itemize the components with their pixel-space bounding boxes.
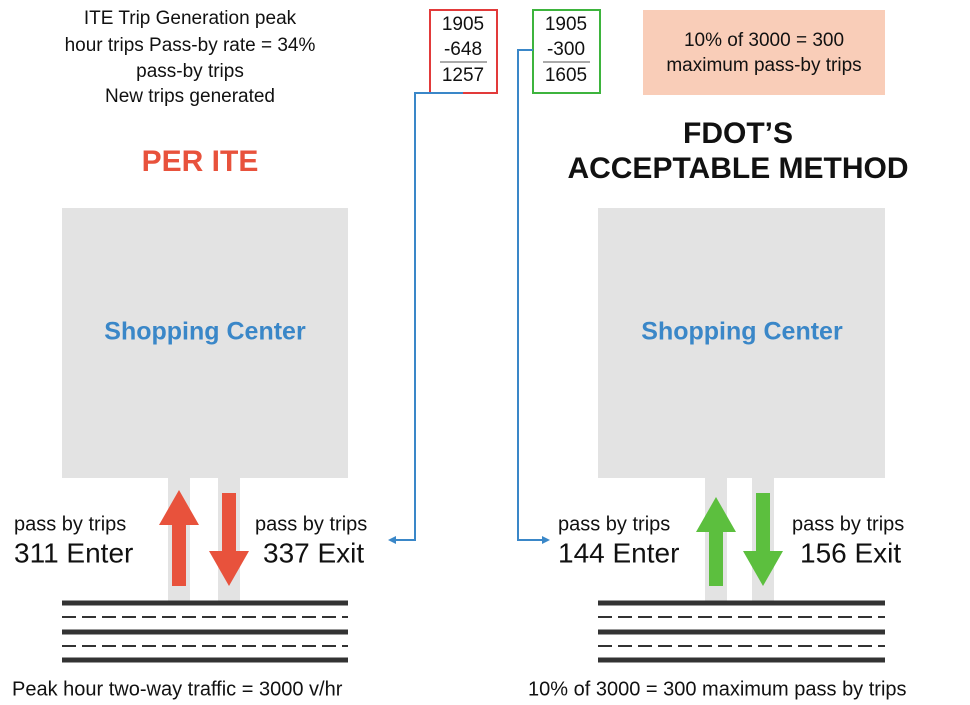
enter-arrow [696,497,736,586]
panel-title: FDOT’S [683,117,793,150]
fdot-calc-box [532,9,601,94]
connector [394,92,463,541]
footer: 10% of 3000 = 300 maximum pass by trips [528,678,907,700]
label: pass by trips [14,513,126,535]
note: New trips generated [105,86,275,107]
note: maximum pass-by trips [666,55,861,76]
value: 337 Exit [263,537,364,568]
label: pass by trips [255,513,367,535]
calc: -300 [547,39,585,60]
calc: 1257 [442,65,484,86]
panel-title: ACCEPTABLE METHOD [567,152,908,185]
road [62,600,348,663]
value: 156 Exit [800,537,901,568]
arrowhead [388,536,396,544]
calc: -648 [444,39,482,60]
note: pass-by trips [136,61,244,82]
label: pass by trips [558,513,670,535]
panel-title: PER ITE [142,145,259,178]
footer: Peak hour two-way traffic = 3000 v/hr [12,678,343,700]
building-label: Shopping Center [104,318,306,346]
note: 10% of 3000 = 300 [684,30,844,51]
value: 311 Enter [14,537,133,568]
exit-arrow [209,493,249,586]
arrowhead [542,536,550,544]
note-box [643,10,885,95]
building [62,208,348,478]
exit-arrow [743,493,783,586]
calc: 1905 [545,14,587,35]
value: 144 Enter [558,537,679,568]
building-label: Shopping Center [641,318,843,346]
label: pass by trips [792,513,904,535]
note: hour trips Pass-by rate = 34% [65,35,316,56]
ite-calc-box [429,9,498,94]
calc: 1905 [442,14,484,35]
enter-arrow [159,490,199,586]
calc: 1605 [545,65,587,86]
note: ITE Trip Generation peak [84,8,297,29]
connector [517,49,544,541]
building [598,208,885,478]
road [598,600,885,663]
